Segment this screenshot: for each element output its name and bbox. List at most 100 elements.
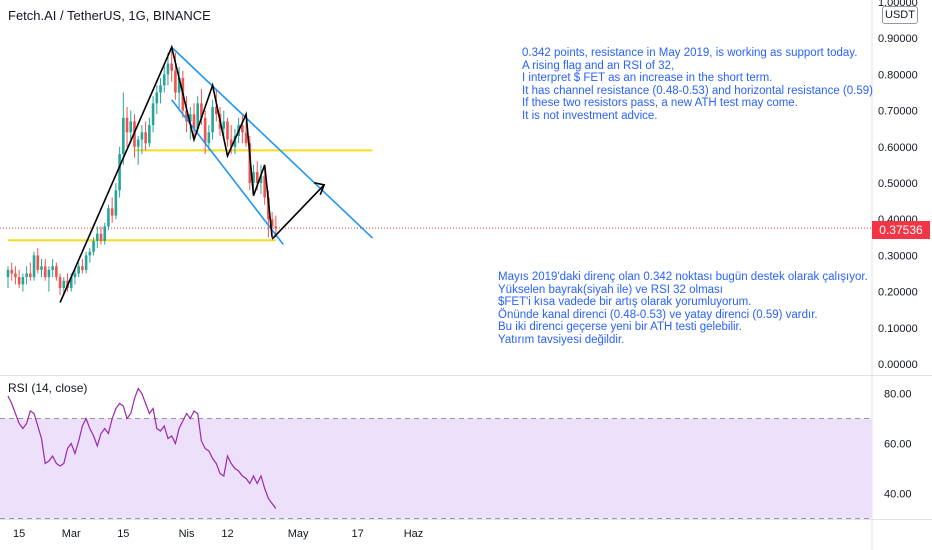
candle-body xyxy=(88,251,92,256)
price-tick-label: 0.30000 xyxy=(878,250,918,262)
candle-body xyxy=(47,269,51,278)
flag-line xyxy=(59,44,273,303)
candle-body xyxy=(55,266,58,278)
candle-body xyxy=(122,117,125,155)
candle-body xyxy=(81,266,84,270)
candle-body xyxy=(263,175,266,198)
candle-body xyxy=(274,226,278,229)
candle-body xyxy=(241,125,244,133)
candle-body xyxy=(270,219,274,227)
candle-body xyxy=(170,63,173,71)
candle-body xyxy=(155,92,159,104)
candle-body xyxy=(211,106,214,133)
candle-body xyxy=(110,208,114,216)
candle-body xyxy=(125,117,129,133)
candle-body xyxy=(174,70,177,93)
price-tick-label: 0.70000 xyxy=(878,106,918,118)
x-tick-label: Haz xyxy=(404,528,424,540)
candle-body xyxy=(177,78,181,93)
candle-body xyxy=(17,277,21,285)
candle-body xyxy=(226,121,229,140)
chart-title: Fetch.AI / TetherUS, 1G, BINANCE xyxy=(8,8,211,23)
candle-body xyxy=(229,139,233,147)
price-tick-label: 0.10000 xyxy=(878,323,918,335)
x-tick-label: Mar xyxy=(62,528,81,540)
candle-body xyxy=(233,135,237,147)
candle-body xyxy=(92,240,95,252)
rsi-tick-label: 80.00 xyxy=(884,389,912,401)
rsi-tick-label: 40.00 xyxy=(884,489,912,501)
x-tick-label: 12 xyxy=(221,528,233,540)
price-chart[interactable]: 1.00000 0.90000 0.80000 0.70000 0.60000 0.500… xyxy=(0,0,932,376)
price-tick-label: 0.50000 xyxy=(878,178,918,190)
candle-body xyxy=(25,273,28,278)
candle-body xyxy=(43,266,47,278)
candle-body xyxy=(244,132,248,144)
channel-line xyxy=(171,46,374,239)
candle-body xyxy=(32,255,36,278)
candle-body xyxy=(14,273,17,278)
candle-body xyxy=(6,269,10,278)
candle-body xyxy=(21,277,25,285)
candle-body xyxy=(69,277,73,288)
candle-body xyxy=(58,277,62,288)
x-tick-label: 17 xyxy=(352,528,364,540)
rsi-chart[interactable]: 80.00 60.00 40.00 15 Mar 15 Nis 12 May 17 Haz xyxy=(0,376,932,550)
x-tick-label: May xyxy=(288,528,309,540)
candle-body xyxy=(140,132,144,140)
candle-body xyxy=(255,172,259,183)
candle-body xyxy=(215,106,218,115)
candle-body xyxy=(192,114,196,129)
rsi-title: RSI (14, close) xyxy=(8,381,88,395)
candle-body xyxy=(107,208,110,227)
price-tick-label: 0.90000 xyxy=(878,33,918,45)
candle-body xyxy=(222,121,226,129)
candle-body xyxy=(77,266,80,274)
candle-body xyxy=(252,172,255,183)
candle-body xyxy=(103,226,107,241)
rsi-band xyxy=(0,418,872,519)
price-tick-label: 0.00000 xyxy=(878,359,918,371)
currency-badge[interactable]: USDT xyxy=(882,6,918,24)
candle-body xyxy=(259,175,263,183)
x-tick-label: Nis xyxy=(179,528,195,540)
price-tick-label: 1.00000 xyxy=(878,0,918,9)
candle-body xyxy=(166,63,170,75)
rsi-tick-label: 60.00 xyxy=(884,439,912,451)
candle-body xyxy=(151,103,155,126)
price-tick-label: 0.60000 xyxy=(878,142,918,154)
candle-body xyxy=(159,85,162,93)
annotation-english: 0.342 points, resistance in May 2019, is… xyxy=(522,47,873,122)
annotation-turkish: Mayıs 2019'daki direnç olan 0.342 noktas… xyxy=(498,271,868,346)
candle-body xyxy=(95,233,99,241)
rsi-line xyxy=(7,387,277,509)
candle-body xyxy=(118,154,121,191)
candle-body xyxy=(148,125,151,144)
candle-body xyxy=(188,114,192,122)
candle-body xyxy=(99,233,103,241)
candle-body xyxy=(196,103,200,129)
candle-body xyxy=(36,255,40,270)
candle-body xyxy=(207,132,211,144)
candle-body xyxy=(40,266,43,270)
price-tick-label: 0.80000 xyxy=(878,69,918,81)
candle-body xyxy=(144,132,147,144)
candle-body xyxy=(29,273,32,278)
candle-body xyxy=(203,117,207,144)
flag-line xyxy=(271,184,325,240)
candle-body xyxy=(84,255,88,270)
candle-body xyxy=(185,110,188,122)
x-tick-label: 15 xyxy=(117,528,129,540)
x-tick-label: 15 xyxy=(13,528,25,540)
candle-body xyxy=(10,269,14,274)
candle-body xyxy=(200,103,203,118)
candle-body xyxy=(129,121,133,133)
candle-body xyxy=(62,280,66,288)
candle-body xyxy=(162,74,166,86)
arrowhead xyxy=(314,182,326,196)
candle-body xyxy=(73,273,77,278)
candle-body xyxy=(136,139,140,147)
candle-body xyxy=(51,266,54,270)
price-tick-label: 0.20000 xyxy=(878,287,918,299)
candle-body xyxy=(114,190,118,216)
